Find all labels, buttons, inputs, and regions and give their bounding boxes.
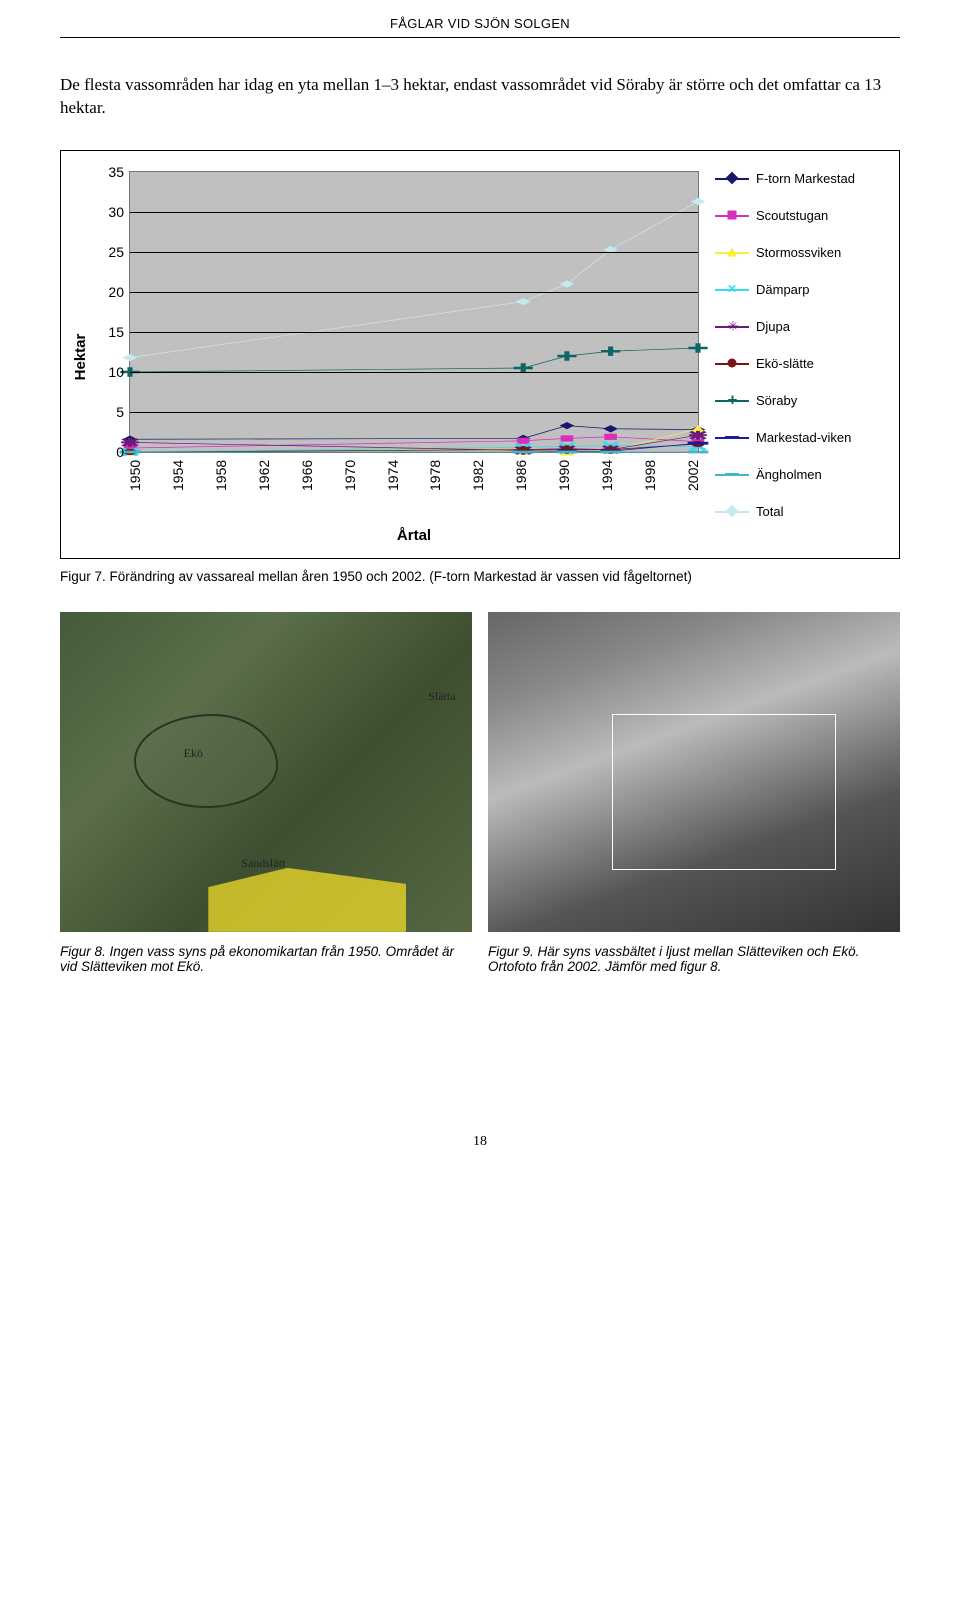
chart-x-tick: 1986 (513, 479, 529, 491)
ortophoto-overlay-rect (612, 714, 836, 870)
chart-gridline (130, 372, 698, 373)
chart-series-marker (560, 280, 575, 287)
chart-plot-region: Hektar 05101520253035 195019541958196219… (75, 171, 699, 544)
legend-swatch (715, 208, 749, 222)
legend-item: Total (715, 504, 885, 519)
legend-label: Ekö-slätte (756, 356, 814, 371)
legend-item: F-torn Markestad (715, 171, 885, 186)
chart-x-tick: 1990 (556, 479, 572, 491)
chart-y-tick: 10 (108, 364, 130, 380)
figure9-image (488, 612, 900, 932)
chart-x-tick: 1958 (213, 479, 229, 491)
legend-label: Stormossviken (756, 245, 841, 260)
legend-item: × Dämparp (715, 282, 885, 297)
legend-label: Total (756, 504, 783, 519)
captions-row: Figur 8. Ingen vass syns på ekonomikarta… (60, 940, 900, 974)
legend-item: Scoutstugan (715, 208, 885, 223)
chart-gridline (130, 412, 698, 413)
chart-series-marker (517, 438, 530, 444)
map-island-eko (134, 714, 278, 808)
chart-gridline (130, 292, 698, 293)
chart-y-tick: 0 (116, 444, 130, 460)
legend-label: Ängholmen (756, 467, 822, 482)
chart-x-tick: 1998 (642, 479, 658, 491)
legend-label: F-torn Markestad (756, 171, 855, 186)
chart-y-tick: 20 (108, 284, 130, 300)
chart-x-tick: 1950 (127, 479, 143, 491)
figure8-image: Ekö Slätta Sandslätt (60, 612, 472, 932)
legend-item: Ängholmen (715, 467, 885, 482)
legend-swatch (715, 171, 749, 185)
legend-label: Dämparp (756, 282, 809, 297)
chart-gridline (130, 332, 698, 333)
legend-label: Scoutstugan (756, 208, 828, 223)
chart-series-marker (560, 422, 575, 429)
legend-swatch: ✳ (715, 319, 749, 333)
chart-series-marker (603, 425, 618, 432)
legend-swatch (715, 245, 749, 259)
legend-swatch: + (715, 393, 749, 407)
figure8-caption: Figur 8. Ingen vass syns på ekonomikarta… (60, 944, 472, 974)
chart-x-tick: 1978 (427, 479, 443, 491)
chart-y-tick: 25 (108, 244, 130, 260)
chart-x-tick: 1970 (342, 479, 358, 491)
chart-y-tick: 30 (108, 204, 130, 220)
legend-swatch (715, 356, 749, 370)
page-header-title: FÅGLAR VID SJÖN SOLGEN (60, 0, 900, 37)
map-label-eko: Ekö (184, 746, 203, 761)
figure7-caption: Figur 7. Förändring av vassareal mellan … (60, 569, 900, 584)
intro-paragraph: De flesta vassområden har idag en yta me… (60, 74, 900, 120)
chart-lines-svg (130, 172, 698, 452)
chart-y-axis-label: Hektar (72, 334, 89, 381)
map-label-slatta: Slätta (428, 689, 455, 704)
chart-series-line (130, 201, 698, 357)
chart-series-marker (516, 298, 531, 305)
legend-item: + Söraby (715, 393, 885, 408)
chart-y-tick: 5 (116, 404, 130, 420)
legend-item: ✳ Djupa (715, 319, 885, 334)
map-highlight-patch (208, 868, 406, 932)
chart-x-tick: 1966 (299, 479, 315, 491)
figures-row: Ekö Slätta Sandslätt (60, 612, 900, 932)
chart-x-tick: 1974 (385, 479, 401, 491)
legend-item: Ekö-slätte (715, 356, 885, 371)
legend-item: Markestad-viken (715, 430, 885, 445)
chart-x-tick: 1994 (599, 479, 615, 491)
chart-plot-area: 05101520253035 (129, 171, 699, 453)
page-number: 18 (60, 1134, 900, 1150)
legend-swatch (715, 430, 749, 444)
chart-y-tick: 15 (108, 324, 130, 340)
chart-y-tick: 35 (108, 164, 130, 180)
legend-swatch: × (715, 282, 749, 296)
chart-x-axis-label: Årtal (129, 527, 699, 544)
chart-x-tick: 1962 (256, 479, 272, 491)
chart-gridline (130, 252, 698, 253)
legend-item: Stormossviken (715, 245, 885, 260)
chart-x-ticks: 1950 1954 1958 1962 1966 1970 1974 1978 1982 1986… (129, 457, 699, 493)
legend-swatch (715, 504, 749, 518)
legend-label: Djupa (756, 319, 790, 334)
legend-label: Söraby (756, 393, 797, 408)
chart-legend: F-torn Markestad Scoutstugan Stormossviken… (715, 171, 885, 541)
chart-series-marker (561, 435, 574, 441)
chart-x-tick: 1954 (170, 479, 186, 491)
map-label-sandslatt: Sandslätt (241, 856, 285, 871)
chart-series-marker (604, 434, 617, 440)
figure9-caption: Figur 9. Här syns vassbältet i ljust mel… (488, 944, 900, 974)
chart-gridline (130, 212, 698, 213)
chart-series-marker (557, 351, 576, 360)
chart-series-marker (123, 354, 138, 361)
chart-x-tick: 2002 (685, 479, 701, 491)
chart-series-marker (601, 346, 620, 355)
legend-swatch (715, 467, 749, 481)
chart-series-marker (689, 431, 707, 440)
chart-x-tick: 1982 (470, 479, 486, 491)
legend-label: Markestad-viken (756, 430, 851, 445)
chart-series-marker (688, 343, 707, 352)
header-rule (60, 37, 900, 38)
chart-container: Hektar 05101520253035 195019541958196219… (60, 150, 900, 559)
